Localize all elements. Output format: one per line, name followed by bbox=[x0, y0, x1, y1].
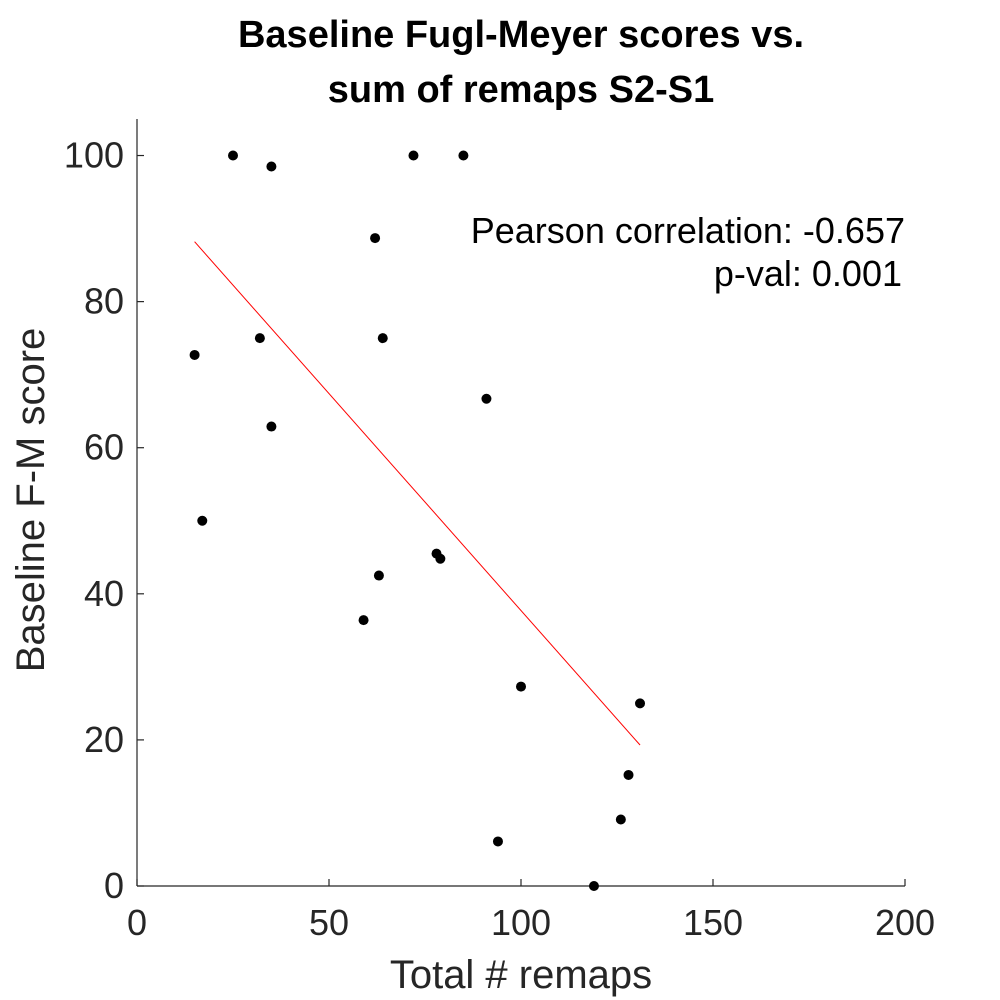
y-tick-label: 60 bbox=[84, 427, 124, 468]
y-tick-label: 0 bbox=[104, 865, 124, 906]
data-point bbox=[408, 150, 419, 161]
data-point bbox=[588, 881, 599, 891]
y-tick-label: 100 bbox=[64, 135, 124, 176]
data-point bbox=[516, 681, 526, 692]
chart-title-line-1: Baseline Fugl-Meyer scores vs. bbox=[238, 14, 804, 56]
chart-title-line-2: sum of remaps S2-S1 bbox=[328, 69, 714, 111]
data-point bbox=[370, 233, 381, 244]
data-point bbox=[492, 836, 503, 847]
data-point bbox=[254, 333, 265, 344]
x-tick-label: 100 bbox=[491, 902, 551, 943]
data-point bbox=[266, 161, 277, 172]
y-axis-label: Baseline F-M score bbox=[9, 328, 53, 673]
y-tick-label: 80 bbox=[84, 281, 124, 322]
data-point bbox=[197, 515, 208, 526]
data-point bbox=[358, 615, 369, 626]
data-point bbox=[373, 570, 384, 581]
data-point bbox=[189, 349, 200, 360]
data-point bbox=[377, 333, 388, 344]
data-point bbox=[481, 393, 492, 404]
y-tick-label: 40 bbox=[84, 573, 124, 614]
y-axis-ticks: 0 20 40 60 80 100 bbox=[64, 135, 144, 906]
x-tick-label: 150 bbox=[683, 902, 743, 943]
x-axis-label: Total # remaps bbox=[390, 953, 652, 997]
pearson-correlation-annotation: Pearson correlation: -0.657 bbox=[471, 210, 905, 251]
data-points bbox=[189, 150, 646, 891]
x-tick-label: 0 bbox=[127, 902, 147, 943]
x-tick-label: 200 bbox=[875, 902, 935, 943]
data-point bbox=[635, 698, 646, 709]
data-point bbox=[435, 553, 446, 564]
p-value-annotation: p-val: 0.001 bbox=[714, 253, 902, 294]
data-point bbox=[615, 814, 626, 825]
y-tick-label: 20 bbox=[84, 719, 124, 760]
data-point bbox=[458, 150, 469, 161]
x-tick-label: 50 bbox=[309, 902, 349, 943]
data-point bbox=[623, 769, 634, 780]
x-axis-ticks: 0 50 100 150 200 bbox=[127, 879, 935, 943]
regression-line bbox=[194, 241, 641, 746]
data-point bbox=[228, 150, 238, 161]
data-point bbox=[266, 421, 277, 432]
